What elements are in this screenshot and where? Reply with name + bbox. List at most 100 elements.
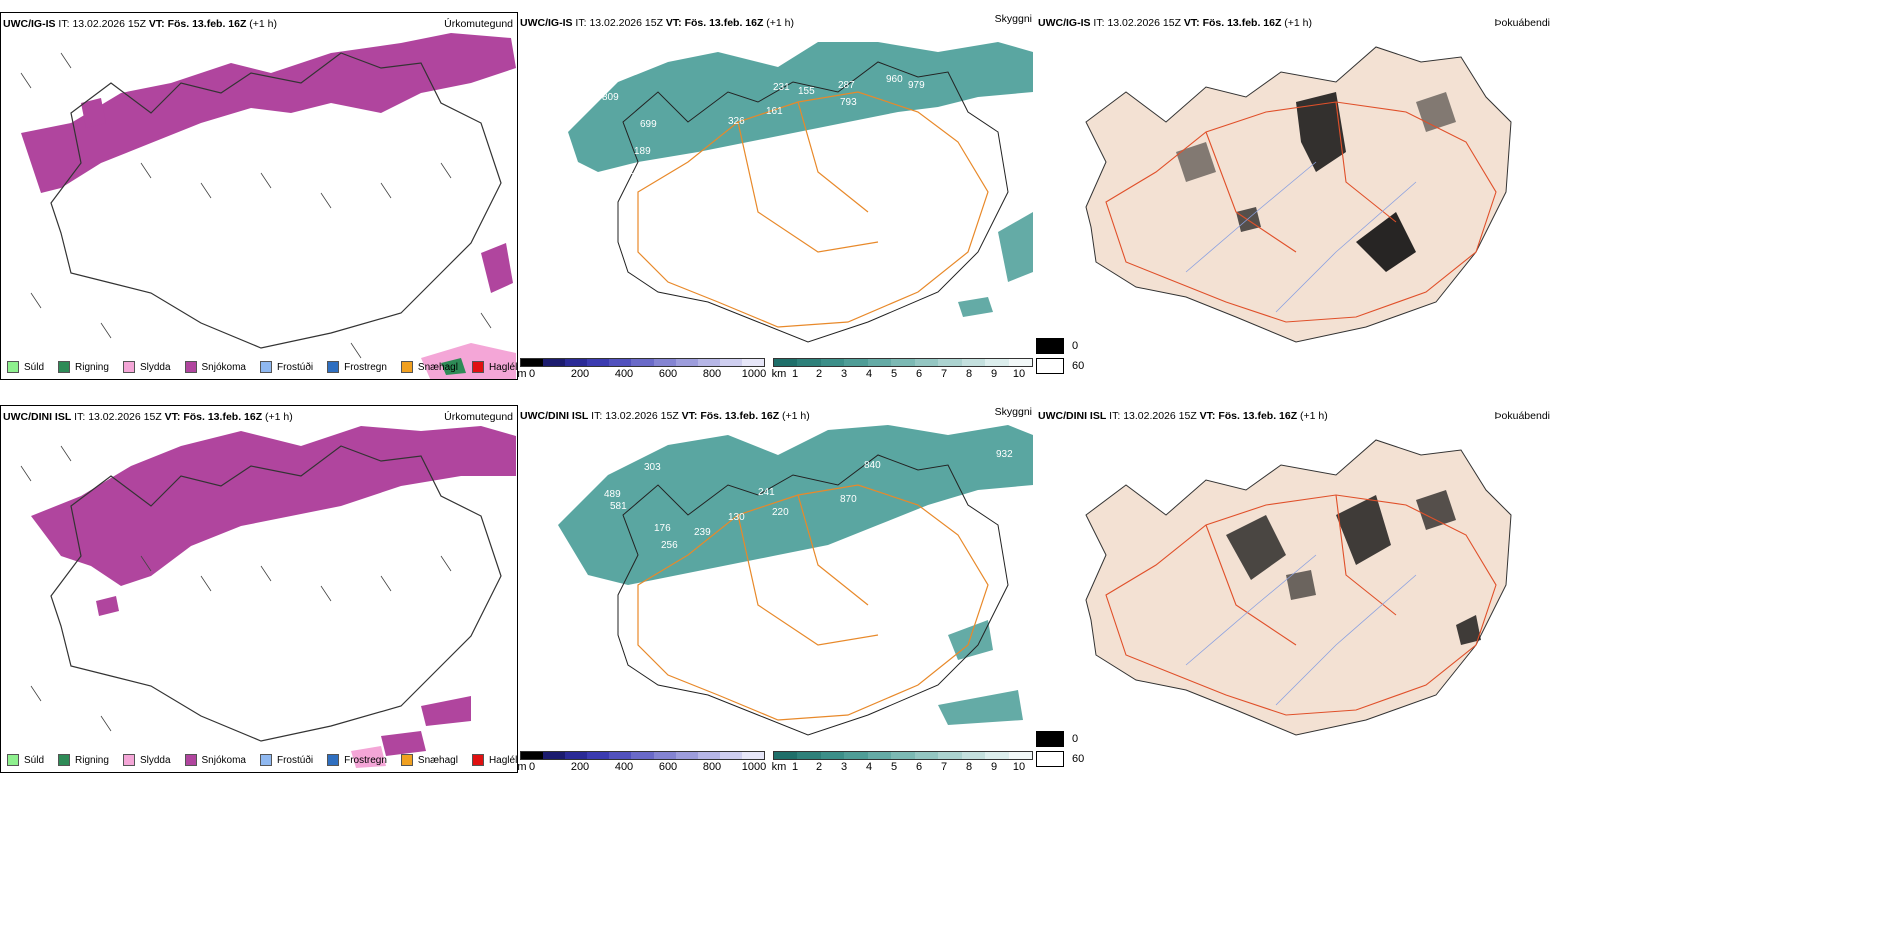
legend-item: 0: [1036, 338, 1084, 354]
iceland-coast: [50, 52, 502, 349]
sleet-area: [351, 746, 386, 768]
precip-legend: Súld Rigning Slydda Snjókoma Frostúði Fr…: [7, 361, 517, 373]
svg-text:699: 699: [640, 119, 657, 130]
legend-item: Snæhagl: [400, 754, 458, 766]
iceland-coast: [50, 445, 502, 742]
visibility-km-colorbar: km 1 2 3 4 5 6 7 8 9 10: [771, 751, 1033, 773]
panel-header: UWC/DINI ISL IT: 13.02.2026 15Z VT: Fös.…: [3, 411, 513, 423]
fog-patches: [1226, 490, 1481, 645]
legend-item: Frostregn: [327, 754, 387, 766]
visibility-map: 699 189 245 231 155 287 793 960 979 161 …: [568, 42, 1033, 343]
svg-text:161: 161: [766, 106, 783, 117]
wind-barbs: [20, 445, 452, 732]
precip-type-panel-row1: UWC/IG-IS IT: 13.02.2026 15Z VT: Fös. 13…: [0, 12, 518, 380]
iceland-coast: [617, 454, 1009, 736]
svg-text:169: 169: [780, 587, 797, 598]
low-visibility-area: [558, 425, 1033, 585]
svg-text:245: 245: [628, 166, 645, 177]
svg-text:870: 870: [840, 494, 857, 505]
rain-area: [441, 358, 466, 375]
road-network: [637, 484, 989, 721]
fog-patches: [1176, 92, 1456, 272]
panel-header: UWC/IG-IS IT: 13.02.2026 15Z VT: Fös. 13…: [1038, 17, 1550, 29]
snow-area-south: [421, 696, 471, 726]
fog-legend: 0 60: [1036, 731, 1084, 771]
legend-item: Slydda: [122, 754, 171, 766]
svg-text:220: 220: [772, 507, 789, 518]
visibility-m-colorbar: m 0 200 400 600 800 1000: [518, 751, 767, 773]
low-visibility-area: [568, 42, 1033, 172]
svg-text:130: 130: [728, 512, 745, 523]
colorbar-ticks: m 0 200 400 600 800 1000: [518, 761, 767, 773]
svg-text:932: 932: [996, 449, 1013, 460]
legend-item: Snjókoma: [184, 754, 246, 766]
legend-item: Frostúði: [259, 361, 313, 373]
rivers: [1185, 554, 1417, 706]
fog-panel-row1: UWC/IG-IS IT: 13.02.2026 15Z VT: Fös. 13…: [1036, 12, 1554, 380]
svg-text:809: 809: [602, 92, 619, 103]
legend-item: Rigning: [58, 361, 109, 373]
colorbar-ticks: km 1 2 3 4 5 6 7 8 9 10: [771, 761, 1026, 773]
station-labels: 699 189 245 231 155 287 793 960 979 161 …: [602, 74, 925, 177]
panel-header: UWC/IG-IS IT: 13.02.2026 15Z VT: Fös. 13…: [520, 13, 1032, 29]
svg-text:256: 256: [661, 540, 678, 551]
svg-text:287: 287: [838, 80, 855, 91]
visibility-map: 303 489 581 176 256 239 130 241 220 870 …: [558, 425, 1033, 736]
svg-text:155: 155: [798, 86, 815, 97]
colorbar-gradient: [773, 751, 1033, 760]
precip-map: [20, 33, 516, 379]
panel-header: UWC/IG-IS IT: 13.02.2026 15Z VT: Fös. 13…: [3, 18, 513, 30]
legend-item: 60: [1036, 358, 1084, 374]
legend-item: 60: [1036, 751, 1084, 767]
svg-text:326: 326: [728, 116, 745, 127]
visibility-km-colorbar: km 1 2 3 4 5 6 7 8 9 10: [772, 358, 1033, 380]
svg-text:793: 793: [840, 97, 857, 108]
low-visibility-area-south: [938, 690, 1023, 725]
svg-text:241: 241: [758, 487, 775, 498]
legend-item: Snæhagl: [400, 361, 458, 373]
wind-barbs: [20, 52, 492, 359]
panel-title: Skyggni: [994, 13, 1032, 25]
svg-text:280: 280: [678, 576, 695, 587]
svg-text:489: 489: [604, 489, 621, 500]
svg-text:189: 189: [634, 146, 651, 157]
road-network: [1105, 101, 1497, 323]
legend-item: Slydda: [122, 361, 171, 373]
snow-area: [31, 426, 516, 586]
snow-area-east: [481, 243, 513, 293]
svg-text:176: 176: [654, 523, 671, 534]
legend-item: Haglél: [471, 361, 517, 373]
svg-text:231: 231: [773, 82, 790, 93]
legend-item: 0: [1036, 731, 1084, 747]
road-network: [637, 91, 989, 328]
rivers: [1185, 161, 1417, 313]
low-visibility-area-east: [948, 620, 993, 660]
legend-item: Haglél: [471, 754, 517, 766]
panel-title: Þokuábendi: [1494, 17, 1550, 29]
svg-text:420: 420: [660, 587, 677, 598]
fog-map: [1085, 439, 1512, 736]
panel-title: Úrkomutegund: [444, 411, 513, 423]
fog-map: [1085, 46, 1512, 343]
svg-text:960: 960: [886, 74, 903, 85]
visibility-panel-row1: UWC/IG-IS IT: 13.02.2026 15Z VT: Fös. 13…: [518, 12, 1036, 380]
svg-text:239: 239: [694, 527, 711, 538]
legend-item: Súld: [7, 361, 44, 373]
legend-item: Súld: [7, 754, 44, 766]
colorbar-gradient: [520, 358, 765, 367]
legend-item: Snjókoma: [184, 361, 246, 373]
legend-item: Rigning: [58, 754, 109, 766]
visibility-panel-row2: UWC/DINI ISL IT: 13.02.2026 15Z VT: Fös.…: [518, 405, 1036, 773]
snow-area: [21, 33, 516, 193]
road-network: [1105, 494, 1497, 716]
precip-type-panel-row2: UWC/DINI ISL IT: 13.02.2026 15Z VT: Fös.…: [0, 405, 518, 773]
svg-text:840: 840: [864, 460, 881, 471]
snow-area-se: [381, 731, 426, 756]
precip-legend: Súld Rigning Slydda Snjókoma Frostúði Fr…: [7, 754, 517, 766]
station-labels: 303 489 581 176 256 239 130 241 220 870 …: [604, 449, 1013, 598]
iceland-coast: [617, 61, 1009, 343]
low-visibility-area-east: [998, 212, 1033, 282]
legend-item: Frostúði: [259, 754, 313, 766]
svg-text:303: 303: [644, 462, 661, 473]
panel-title: Skyggni: [994, 406, 1032, 418]
